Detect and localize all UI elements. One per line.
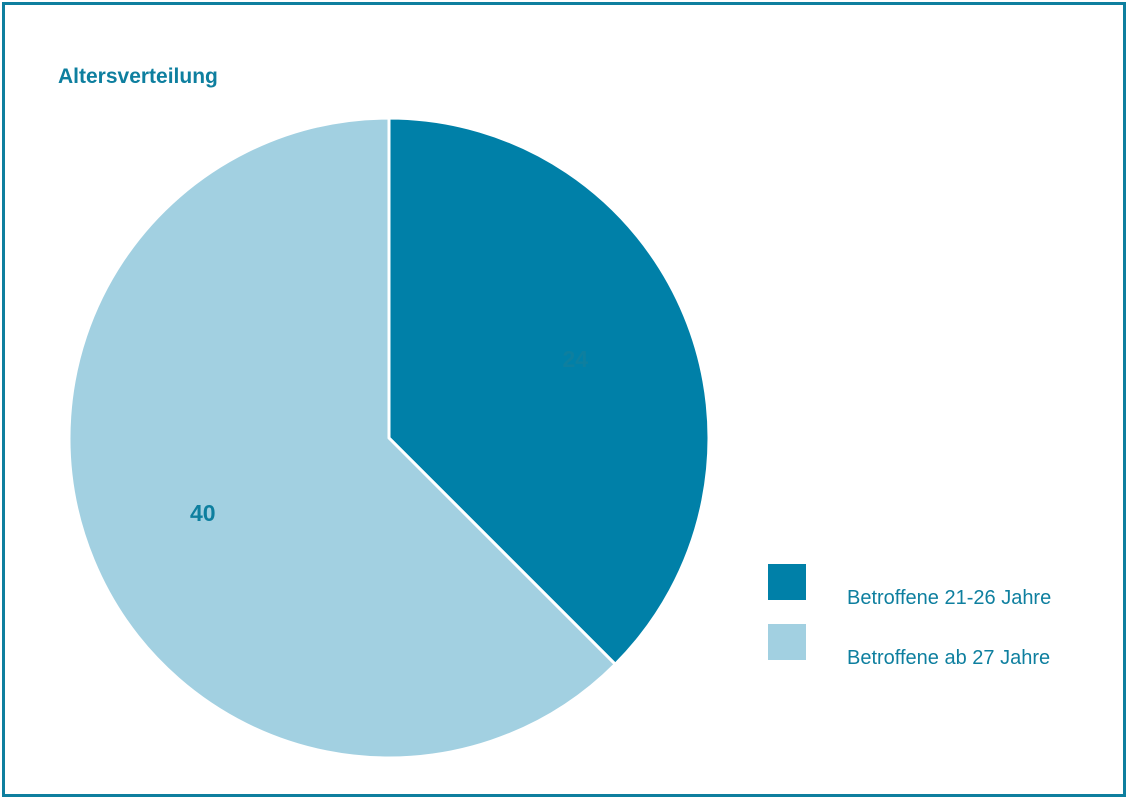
legend-swatch-21-26 bbox=[768, 564, 806, 600]
pie-data-labels: 24 40 bbox=[190, 346, 588, 526]
legend-label-21-26: Betroffene 21-26 Jahre bbox=[847, 587, 1052, 609]
pie-slice-ab-27 bbox=[67, 116, 617, 760]
pie-slices bbox=[67, 116, 711, 760]
chart-title: Altersverteilung bbox=[58, 65, 218, 88]
pie-slice-21-26 bbox=[387, 116, 711, 666]
legend-swatch-ab-27 bbox=[768, 624, 806, 660]
legend-label-ab-27: Betroffene ab 27 Jahre bbox=[847, 647, 1051, 669]
data-label-ab-27: 40 bbox=[190, 500, 216, 526]
data-label-21-26: 24 bbox=[562, 346, 588, 372]
